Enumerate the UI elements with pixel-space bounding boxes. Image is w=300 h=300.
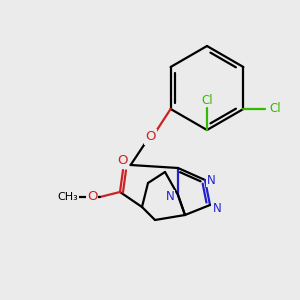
- Text: N: N: [207, 173, 215, 187]
- Text: Cl: Cl: [201, 94, 213, 106]
- Text: Cl: Cl: [270, 103, 281, 116]
- Text: O: O: [118, 154, 128, 167]
- Text: O: O: [146, 130, 156, 143]
- Text: CH₃: CH₃: [58, 192, 78, 202]
- Text: N: N: [166, 190, 174, 203]
- Text: O: O: [87, 190, 97, 203]
- Text: N: N: [213, 202, 221, 214]
